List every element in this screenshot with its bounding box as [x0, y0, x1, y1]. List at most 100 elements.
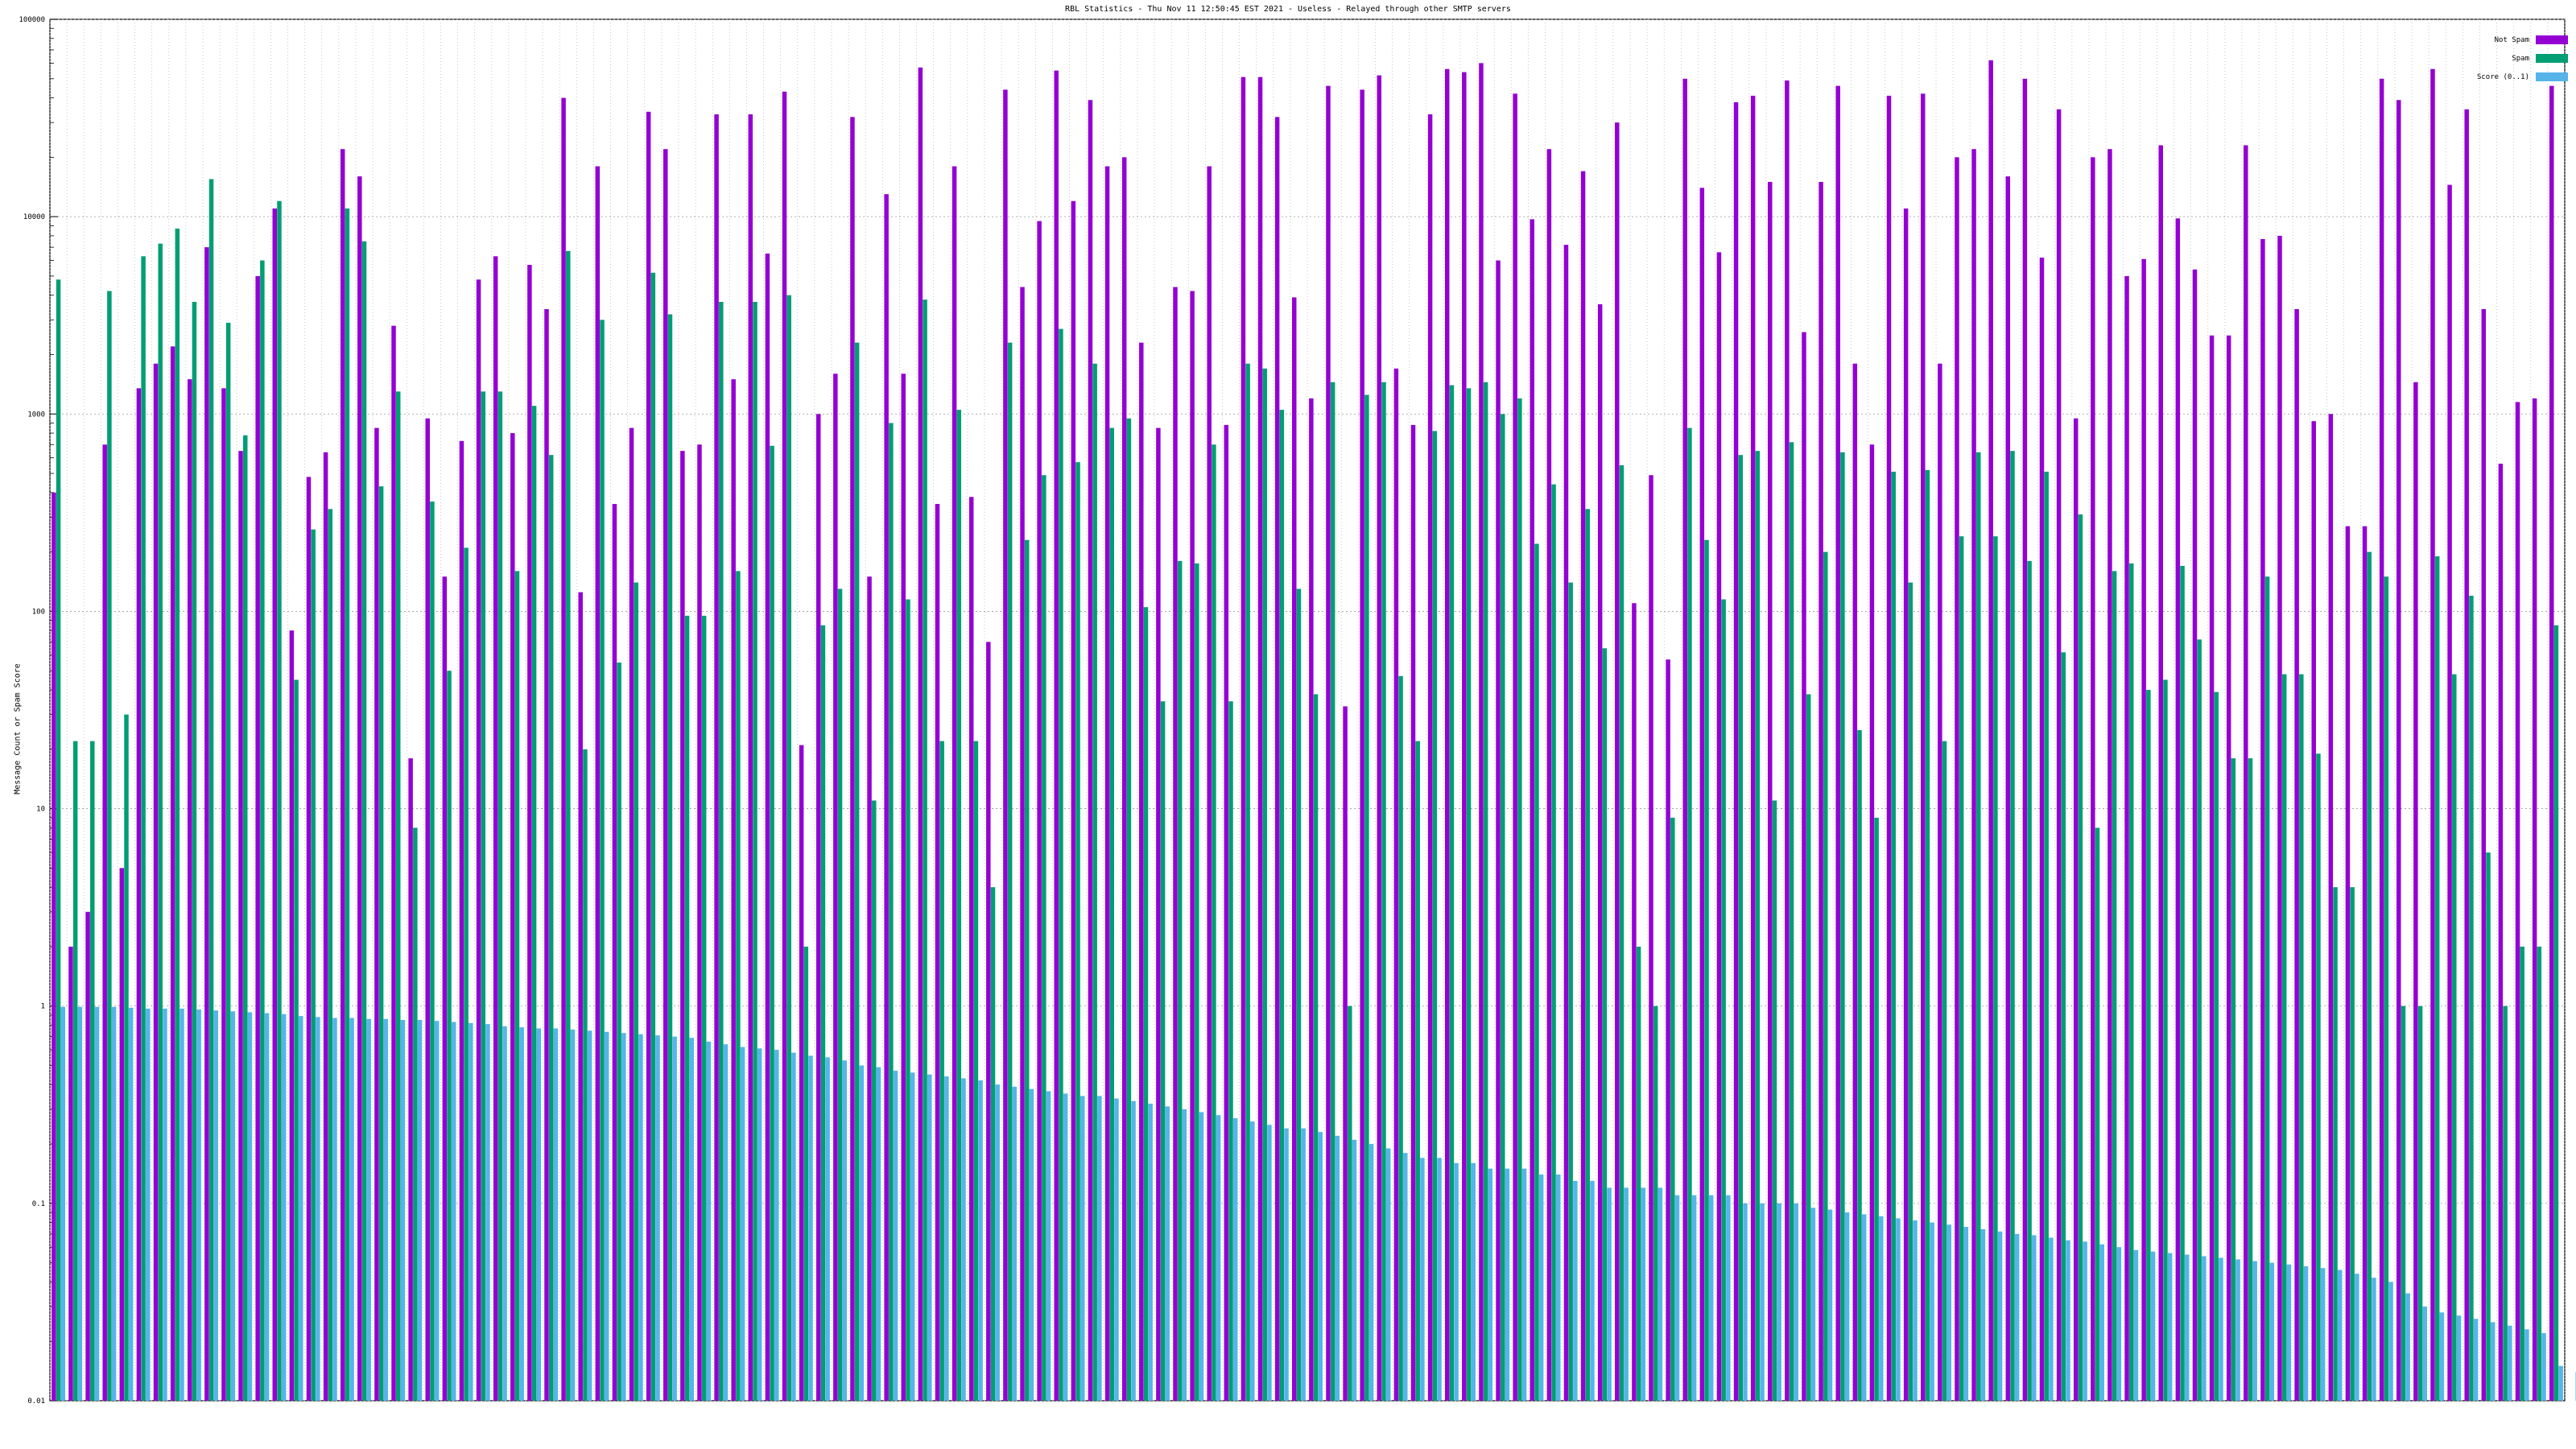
y-tick-label: 0.01 — [27, 1397, 45, 1406]
bar-not-spam — [595, 166, 601, 1402]
bar-not-spam — [255, 275, 260, 1401]
bar-score — [910, 1072, 915, 1401]
legend-swatch — [2536, 54, 2568, 63]
bar-spam — [701, 615, 707, 1401]
bar-score — [689, 1038, 694, 1401]
bar-score — [2355, 1274, 2359, 1401]
bar-score — [1318, 1132, 1323, 1401]
bar-spam — [1993, 536, 1998, 1402]
bar-score — [2116, 1247, 2122, 1401]
bar-spam — [923, 299, 927, 1402]
bar-spam — [1059, 328, 1063, 1401]
bar-spam — [667, 314, 673, 1402]
bar-not-spam — [1682, 78, 1687, 1401]
legend-item-not-spam: Not Spam — [2477, 35, 2568, 44]
bar-spam — [1891, 471, 1896, 1401]
bar-score — [791, 1052, 796, 1401]
bar-spam — [1925, 469, 1930, 1401]
bar-score — [1708, 1195, 1714, 1401]
bar-score — [2541, 1333, 2546, 1401]
bar-spam — [1976, 452, 1981, 1401]
bar-spam — [481, 391, 486, 1402]
bar-spam — [2027, 560, 2032, 1401]
bar-score — [1097, 1096, 1102, 1401]
bar-not-spam — [1173, 287, 1178, 1402]
bar-not-spam — [1427, 114, 1433, 1402]
bar-score — [2337, 1269, 2343, 1401]
bar-score — [77, 1006, 83, 1401]
bar-not-spam — [1632, 603, 1637, 1401]
bar-spam — [854, 342, 860, 1401]
bar-not-spam — [85, 911, 90, 1401]
bar-score — [1216, 1115, 1221, 1401]
bar-spam — [1806, 694, 1811, 1401]
bar-spam — [2214, 691, 2219, 1401]
bar-spam — [1415, 741, 1420, 1401]
bar-score — [978, 1080, 983, 1401]
bar-score — [1827, 1209, 1833, 1401]
bar-score — [2490, 1322, 2496, 1401]
bar-not-spam — [1054, 70, 1059, 1402]
bar-score — [2422, 1307, 2428, 1401]
bar-score — [2099, 1244, 2104, 1401]
bar-spam — [192, 301, 197, 1401]
bar-spam — [990, 887, 996, 1401]
bar-not-spam — [748, 114, 753, 1402]
legend-swatch — [2536, 35, 2568, 44]
bar-score — [1063, 1093, 1068, 1401]
bar-spam — [2128, 563, 2134, 1401]
bar-not-spam — [102, 444, 107, 1402]
bar-spam — [1296, 588, 1302, 1401]
bar-not-spam — [1071, 200, 1076, 1401]
bar-not-spam — [2481, 308, 2487, 1402]
bar-spam — [1228, 701, 1233, 1401]
bar-spam — [548, 455, 554, 1401]
bar-score — [1777, 1203, 1781, 1401]
bar-spam — [378, 486, 384, 1401]
bar-spam — [1908, 582, 1913, 1401]
legend-swatch — [2536, 72, 2568, 81]
bar-spam — [600, 320, 605, 1401]
bar-spam — [1381, 382, 1386, 1401]
bar-spam — [803, 946, 809, 1401]
bar-not-spam — [408, 758, 413, 1401]
bar-spam — [345, 208, 350, 1401]
bar-score — [1012, 1086, 1018, 1401]
bar-not-spam — [1139, 342, 1144, 1401]
bar-score — [146, 1008, 151, 1401]
bar-not-spam — [68, 946, 73, 1401]
bar-spam — [1755, 451, 1761, 1401]
bar-not-spam — [1410, 424, 1416, 1401]
bar-score — [1521, 1168, 1527, 1401]
bar-spam — [1245, 363, 1250, 1401]
bar-spam — [2452, 674, 2457, 1401]
bar-score — [128, 1007, 134, 1401]
bar-score — [451, 1022, 456, 1401]
bar-spam — [889, 423, 894, 1401]
bar-score — [808, 1055, 813, 1401]
bar-score — [2083, 1241, 2087, 1401]
bar-spam — [770, 445, 774, 1401]
bar-not-spam — [629, 427, 634, 1401]
bar-not-spam — [2396, 100, 2401, 1402]
legend-item-spam: Spam — [2477, 54, 2568, 63]
bar-score — [1250, 1121, 1255, 1401]
bar-score — [1471, 1162, 1476, 1401]
bar-not-spam — [2464, 109, 2469, 1402]
bar-score — [349, 1018, 354, 1401]
bar-spam — [1449, 385, 1455, 1401]
bar-not-spam — [1869, 444, 1875, 1402]
bar-score — [893, 1071, 898, 1401]
bar-not-spam — [2549, 85, 2554, 1402]
bar-score — [2252, 1261, 2257, 1401]
bar-spam — [1483, 382, 1488, 1401]
bar-score — [1538, 1174, 1544, 1401]
y-tick-label: 1000 — [27, 411, 45, 419]
bar-spam — [242, 435, 248, 1401]
bar-not-spam — [442, 576, 448, 1401]
bar-spam — [1602, 648, 1608, 1401]
bar-score — [2049, 1237, 2054, 1401]
bar-score — [1199, 1112, 1204, 1401]
bar-not-spam — [2311, 421, 2316, 1401]
bar-not-spam — [1580, 171, 1586, 1402]
